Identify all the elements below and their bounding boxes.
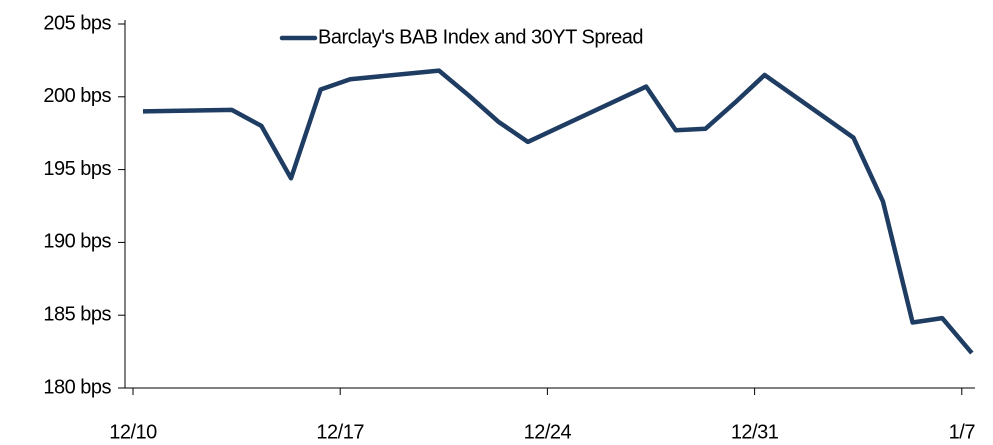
legend-label: Barclay's BAB Index and 30YT Spread <box>318 26 643 48</box>
x-tick-label: 12/17 <box>316 421 364 443</box>
y-tick-label: 190 bps <box>43 231 111 253</box>
x-tick-label: 12/31 <box>731 421 779 443</box>
y-tick-label: 185 bps <box>43 303 111 325</box>
y-tick-label: 205 bps <box>43 12 111 34</box>
y-tick-label: 195 bps <box>43 158 111 180</box>
x-tick-label: 12/10 <box>109 421 157 443</box>
y-tick-label: 200 bps <box>43 85 111 107</box>
x-tick-label: 12/24 <box>524 421 572 443</box>
line-series <box>142 68 974 355</box>
y-tick-label: 180 bps <box>43 376 111 398</box>
x-tick-label: 1/7 <box>949 421 976 443</box>
